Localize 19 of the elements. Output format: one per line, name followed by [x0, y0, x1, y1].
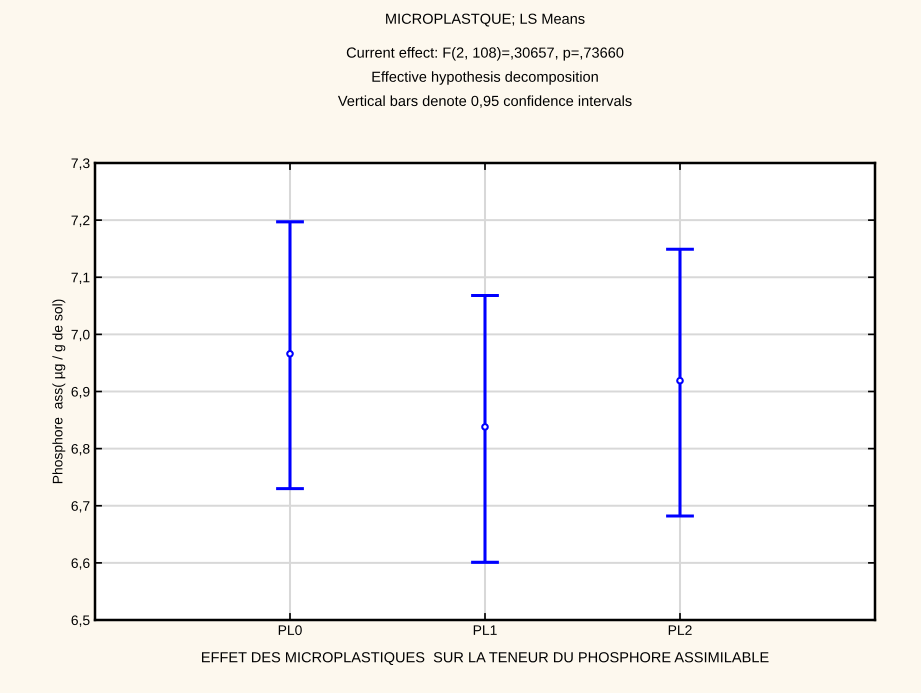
y-tick-label: 6,5 [72, 615, 90, 627]
chart-subtitle: Current effect: F(2, 108)=,30657, p=,73660 Effective hypothesis decomposition Vertical bars denote 0,95 confidence intervals [338, 47, 632, 108]
x-tick-label: PL2 [668, 625, 692, 635]
y-tick-label: 7,3 [72, 158, 90, 170]
y-tick-label: 7,2 [72, 215, 90, 227]
y-tick-label: 6,8 [72, 444, 90, 456]
y-tick-label: 6,9 [72, 386, 90, 398]
point [286, 350, 294, 358]
point [481, 423, 489, 431]
x-tick-label: PL0 [278, 625, 302, 636]
y-axis-title: Phosphore ass( µg / g de sol) [52, 300, 66, 484]
point [676, 376, 684, 384]
x-tick-label: PL1 [474, 625, 497, 635]
y-tick-label: 6,7 [72, 501, 90, 513]
chart-title: MICROPLASTQUE; LS Means [386, 14, 585, 27]
x-axis-title: EFFET DES MICROPLASTIQUES SUR LA TENEUR DU PHOSPHORE ASSIMILABLE [202, 652, 769, 666]
y-tick-label: 6,6 [72, 558, 90, 570]
y-tick-label: 7,0 [72, 330, 90, 342]
y-tick-label: 7,1 [72, 272, 90, 284]
